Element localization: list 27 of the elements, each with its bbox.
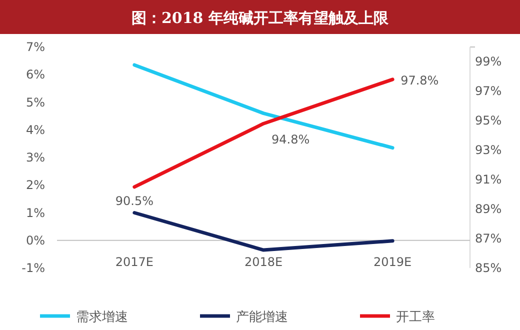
y2-tick-label: 95% (475, 114, 502, 128)
y-tick-label: 2% (26, 178, 45, 192)
x-tick-label: 2018E (244, 255, 283, 269)
legend-label: 产能增速 (236, 310, 288, 325)
y2-tick-label: 85% (475, 261, 502, 275)
legend-label: 开工率 (396, 309, 435, 325)
x-tick-label: 2019E (374, 255, 412, 269)
y2-tick-label: 91% (475, 172, 502, 187)
chart-title: 图：2018 年纯碱开工率有望触及上限 (132, 9, 390, 27)
y-tick-label: 6% (26, 68, 45, 82)
y2-tick-label: 99% (475, 54, 502, 69)
data-label: 97.8% (400, 73, 439, 88)
x-tick-label: 2017E (115, 255, 154, 269)
y2-tick-label: 87% (475, 232, 502, 246)
y-tick-label: -1% (22, 261, 45, 275)
data-label: 90.5% (115, 194, 154, 208)
y2-tick-label: 97% (475, 84, 502, 98)
y-tick-label: 3% (26, 150, 45, 164)
y-tick-label: 1% (26, 206, 45, 220)
y-tick-label: 7% (26, 40, 45, 54)
legend-label: 需求增速 (76, 310, 128, 325)
y-tick-label: 4% (26, 122, 45, 137)
y-tick-label: 0% (26, 233, 45, 248)
data-label: 94.8% (272, 132, 310, 147)
y-tick-label: 5% (26, 95, 45, 110)
y2-tick-label: 89% (475, 202, 502, 216)
y2-tick-label: 93% (475, 143, 502, 158)
